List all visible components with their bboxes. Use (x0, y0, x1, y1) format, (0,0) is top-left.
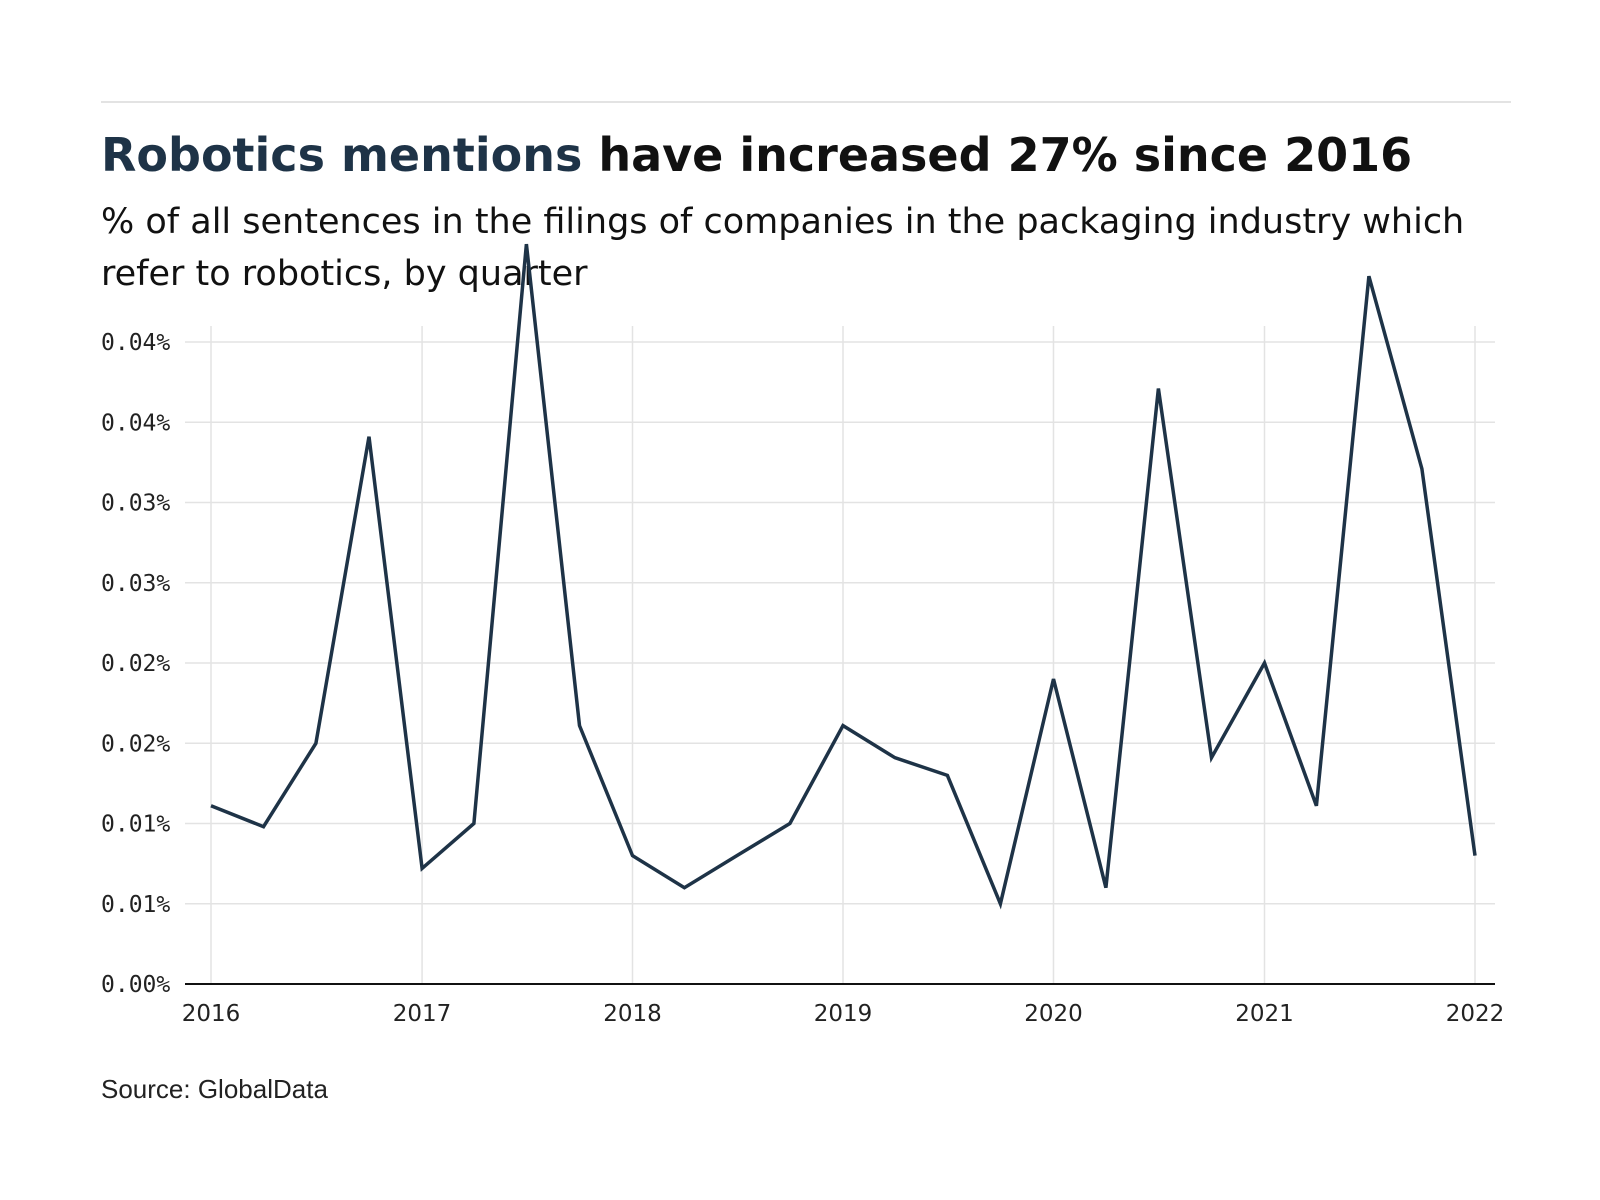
y-tick-label: 0.04% (101, 330, 170, 356)
series-line (210, 243, 1477, 910)
x-tick-label: 2018 (603, 1001, 662, 1027)
y-tick-label: 0.03% (101, 491, 170, 517)
chart-subtitle: % of all sentences in the filings of com… (101, 202, 1465, 294)
x-tick-label: 2022 (1446, 1001, 1505, 1027)
y-tick-label: 0.01% (101, 812, 170, 838)
y-tick-label: 0.03% (101, 571, 170, 597)
x-tick-label: 2021 (1235, 1001, 1294, 1027)
source-note: Source: GlobalData (101, 1074, 328, 1104)
x-tick-label: 2016 (182, 1001, 241, 1027)
y-tick-label: 0.02% (101, 731, 170, 757)
y-tick-label: 0.04% (101, 410, 170, 436)
x-tick-label: 2020 (1024, 1001, 1083, 1027)
top-rule (101, 101, 1511, 103)
y-tick-label: 0.00% (101, 972, 170, 998)
title-rest: have increased 27% since 2016 (582, 128, 1413, 182)
x-tick-label: 2019 (814, 1001, 873, 1027)
x-tick-label: 2017 (393, 1001, 452, 1027)
chart-title: Robotics mentions have increased 27% sin… (101, 124, 1412, 186)
y-tick-label: 0.02% (101, 651, 170, 677)
title-highlight: Robotics mentions (101, 128, 583, 182)
y-tick-label: 0.01% (101, 892, 170, 918)
